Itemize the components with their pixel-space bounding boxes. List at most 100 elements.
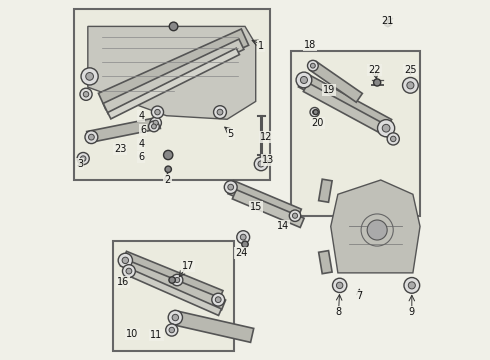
Circle shape bbox=[166, 324, 178, 336]
Polygon shape bbox=[232, 190, 304, 228]
Text: 19: 19 bbox=[323, 85, 336, 95]
Circle shape bbox=[155, 109, 160, 115]
Text: 8: 8 bbox=[336, 307, 342, 317]
Text: 23: 23 bbox=[114, 144, 126, 154]
Circle shape bbox=[367, 220, 387, 240]
Polygon shape bbox=[129, 270, 221, 315]
Circle shape bbox=[313, 110, 318, 114]
Circle shape bbox=[118, 253, 132, 267]
Circle shape bbox=[384, 19, 392, 26]
Circle shape bbox=[377, 120, 394, 137]
Text: 11: 11 bbox=[150, 330, 163, 340]
Circle shape bbox=[311, 63, 315, 68]
Bar bbox=[74, 9, 270, 180]
Circle shape bbox=[165, 166, 172, 172]
Circle shape bbox=[81, 68, 98, 85]
Polygon shape bbox=[103, 39, 244, 114]
Circle shape bbox=[228, 184, 234, 190]
Polygon shape bbox=[228, 181, 301, 222]
Text: 17: 17 bbox=[182, 261, 194, 271]
Circle shape bbox=[89, 134, 94, 140]
Polygon shape bbox=[318, 179, 332, 202]
Text: 7: 7 bbox=[356, 291, 363, 301]
Circle shape bbox=[240, 234, 246, 240]
Circle shape bbox=[153, 120, 158, 125]
Circle shape bbox=[258, 161, 264, 167]
Circle shape bbox=[86, 73, 94, 80]
Circle shape bbox=[169, 277, 175, 283]
Text: 16: 16 bbox=[117, 277, 129, 287]
Text: 15: 15 bbox=[249, 202, 262, 212]
Circle shape bbox=[214, 106, 226, 118]
Text: 24: 24 bbox=[235, 248, 247, 258]
Circle shape bbox=[242, 241, 248, 248]
Polygon shape bbox=[303, 83, 394, 138]
Circle shape bbox=[254, 157, 268, 171]
Circle shape bbox=[215, 297, 221, 302]
Text: 14: 14 bbox=[277, 221, 290, 231]
Polygon shape bbox=[331, 180, 420, 273]
Polygon shape bbox=[318, 251, 332, 274]
Text: 6: 6 bbox=[138, 152, 145, 162]
Circle shape bbox=[85, 131, 98, 144]
Circle shape bbox=[169, 22, 178, 31]
Text: 4: 4 bbox=[138, 139, 145, 149]
Circle shape bbox=[382, 124, 390, 132]
Circle shape bbox=[169, 327, 174, 333]
Text: 5: 5 bbox=[227, 129, 234, 139]
Circle shape bbox=[174, 278, 180, 283]
Circle shape bbox=[148, 121, 159, 132]
Text: 20: 20 bbox=[311, 118, 324, 128]
Circle shape bbox=[408, 282, 416, 289]
Circle shape bbox=[407, 82, 414, 89]
Circle shape bbox=[126, 268, 132, 274]
Circle shape bbox=[150, 117, 161, 129]
Polygon shape bbox=[88, 26, 256, 119]
Circle shape bbox=[83, 91, 89, 97]
Circle shape bbox=[293, 213, 297, 218]
Circle shape bbox=[387, 133, 399, 145]
Text: 18: 18 bbox=[304, 40, 317, 50]
Circle shape bbox=[310, 108, 319, 117]
Polygon shape bbox=[121, 251, 223, 305]
Text: 25: 25 bbox=[404, 65, 416, 75]
Bar bbox=[292, 51, 420, 216]
Text: 2: 2 bbox=[164, 175, 171, 185]
Circle shape bbox=[289, 210, 301, 221]
Polygon shape bbox=[108, 48, 240, 119]
Polygon shape bbox=[172, 311, 254, 342]
Circle shape bbox=[404, 278, 419, 293]
Circle shape bbox=[337, 282, 343, 289]
Circle shape bbox=[151, 106, 164, 118]
Circle shape bbox=[164, 150, 173, 159]
Circle shape bbox=[168, 310, 182, 325]
Circle shape bbox=[308, 60, 318, 71]
Text: 22: 22 bbox=[368, 65, 381, 75]
Text: 4: 4 bbox=[138, 111, 145, 121]
Circle shape bbox=[172, 274, 183, 286]
Polygon shape bbox=[298, 73, 392, 133]
Text: 21: 21 bbox=[382, 16, 394, 26]
Circle shape bbox=[151, 124, 156, 129]
Circle shape bbox=[333, 278, 347, 293]
Circle shape bbox=[80, 156, 86, 161]
Circle shape bbox=[296, 72, 312, 88]
Circle shape bbox=[80, 88, 92, 100]
Circle shape bbox=[391, 136, 396, 141]
Text: 9: 9 bbox=[409, 307, 415, 317]
Circle shape bbox=[212, 293, 224, 306]
Circle shape bbox=[172, 314, 178, 321]
Text: 10: 10 bbox=[126, 329, 139, 339]
Circle shape bbox=[122, 265, 135, 278]
Circle shape bbox=[77, 153, 89, 165]
Circle shape bbox=[402, 77, 418, 93]
Text: 13: 13 bbox=[263, 155, 275, 165]
Circle shape bbox=[313, 110, 317, 114]
Circle shape bbox=[300, 76, 308, 84]
Circle shape bbox=[217, 109, 223, 115]
Circle shape bbox=[237, 231, 249, 244]
Polygon shape bbox=[310, 61, 363, 102]
Text: 6: 6 bbox=[140, 125, 146, 135]
Circle shape bbox=[122, 257, 128, 264]
Polygon shape bbox=[125, 261, 225, 310]
